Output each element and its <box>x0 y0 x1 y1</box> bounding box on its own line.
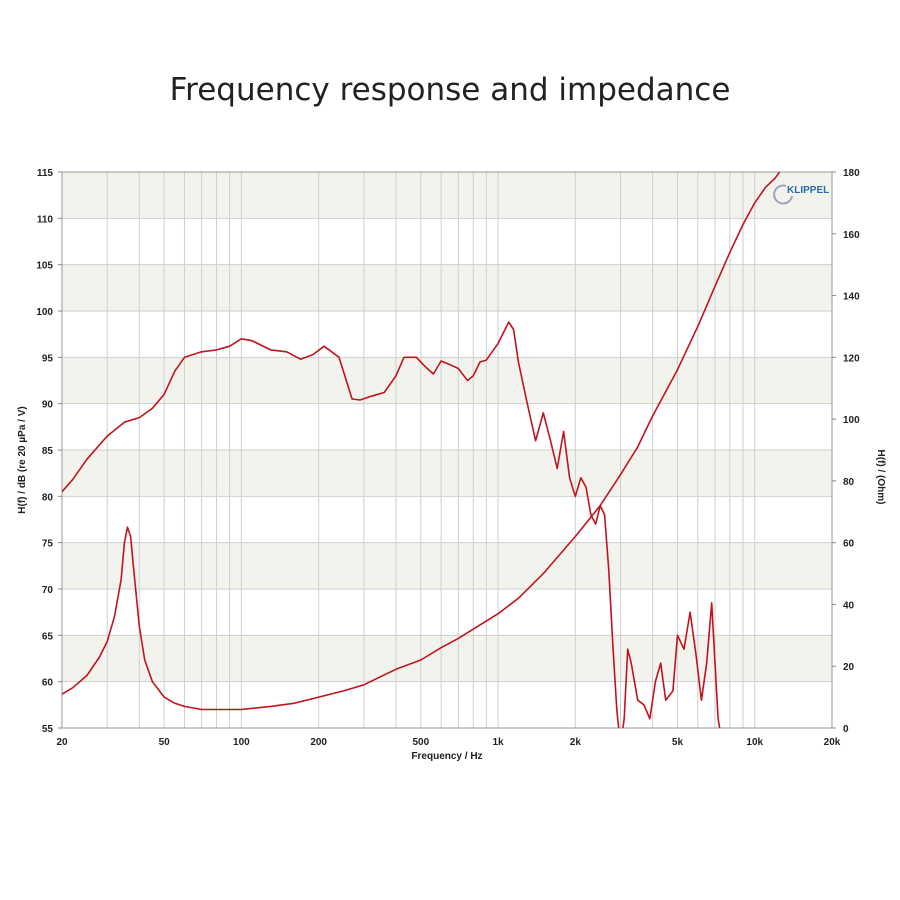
left-y-tick-label: 55 <box>42 724 54 735</box>
klippel-logo: KLIPPEL <box>773 184 829 205</box>
right-y-axis-label: H(f) / (Ohm) <box>875 450 886 505</box>
left-y-tick-label: 65 <box>42 631 54 642</box>
grid-band <box>62 542 832 589</box>
x-axis-ticks: 20 50 100 200 500 1k 2k 5k 10k 20k <box>56 737 840 748</box>
x-tick-label: 100 <box>233 737 250 748</box>
x-tick-label: 50 <box>159 737 171 748</box>
right-y-tick-label: 100 <box>843 415 860 426</box>
frequency-response-curve <box>62 321 721 728</box>
x-tick-label: 5k <box>672 737 684 748</box>
impedance-curve <box>62 172 781 711</box>
left-y-tick-label: 110 <box>37 214 54 225</box>
left-y-axis-ticks: 55 60 65 70 75 80 85 90 95 100 105 110 115 <box>36 168 62 735</box>
x-tick-label: 20k <box>824 737 841 748</box>
left-y-tick-label: 70 <box>42 585 54 596</box>
left-y-tick-label: 95 <box>42 353 54 364</box>
left-y-tick-label: 80 <box>42 492 54 503</box>
right-y-tick-label: 160 <box>843 230 860 241</box>
left-y-tick-label: 60 <box>42 678 54 689</box>
x-tick-label: 20 <box>56 737 68 748</box>
klippel-logo-text: KLIPPEL <box>787 185 829 196</box>
grid-band <box>62 635 832 682</box>
right-y-tick-label: 20 <box>843 662 855 673</box>
x-tick-label: 2k <box>570 737 582 748</box>
left-y-tick-label: 100 <box>36 307 53 318</box>
x-tick-label: 10k <box>746 737 763 748</box>
x-tick-label: 500 <box>412 737 429 748</box>
klippel-logo-swoosh-icon <box>773 184 793 205</box>
left-y-tick-label: 85 <box>42 446 54 457</box>
right-y-tick-label: 120 <box>843 353 860 364</box>
grid-band <box>62 264 832 311</box>
left-y-tick-label: 105 <box>36 261 53 272</box>
right-y-tick-label: 0 <box>843 724 849 735</box>
grid-band <box>62 357 832 404</box>
right-y-axis-ticks: 0 20 40 60 80 100 120 140 160 180 <box>832 168 860 735</box>
right-y-tick-label: 60 <box>843 539 855 550</box>
left-y-axis-label: H(f) / dB (re 20 µPa / V) <box>17 406 28 513</box>
series-group <box>62 172 781 728</box>
left-y-tick-label: 90 <box>42 400 54 411</box>
right-y-tick-label: 40 <box>843 600 855 611</box>
right-y-tick-label: 180 <box>843 168 860 179</box>
plot-bands <box>62 172 832 682</box>
grid-band <box>62 172 832 219</box>
left-y-tick-label: 115 <box>37 168 54 179</box>
grid-band <box>62 450 832 497</box>
x-tick-label: 200 <box>310 737 327 748</box>
right-y-tick-label: 140 <box>843 292 860 303</box>
x-axis-label: Frequency / Hz <box>411 751 482 762</box>
right-y-tick-label: 80 <box>843 477 855 488</box>
left-y-tick-label: 75 <box>42 539 54 550</box>
x-tick-label: 1k <box>493 737 505 748</box>
chart-title: Frequency response and impedance <box>169 72 731 108</box>
